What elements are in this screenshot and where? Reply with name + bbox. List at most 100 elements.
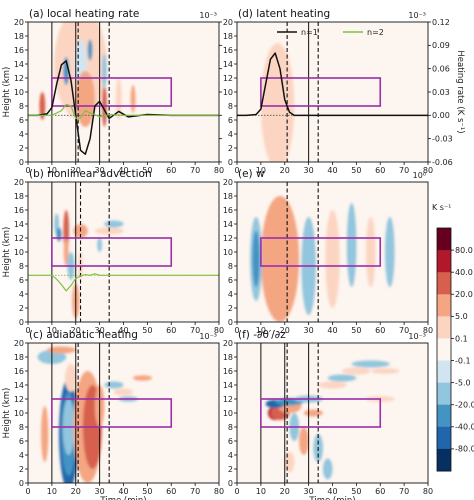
right-tick-label: -0.03 (432, 134, 453, 143)
panel-d: 0 10 20 30 40 50 60 70 80 0 2 4 6 8 10 12 14 16 18 20 (d) la… (223, 8, 465, 175)
y-tick-label: 6 (19, 437, 24, 446)
y-tick-label: 12 (223, 395, 233, 404)
x-tick-label: 40 (118, 487, 128, 496)
shaded-field (37, 346, 153, 483)
right-tick-label: 0.00 (432, 111, 450, 120)
y-tick-label: 14 (223, 60, 233, 69)
y-tick-label: 8 (19, 423, 24, 432)
x-tick-label: 50 (351, 166, 361, 175)
x-tick-label: 30 (304, 487, 314, 496)
panel-a: 0 10 20 30 40 50 60 70 80 0 2 4 6 8 10 12 14 16 18 20 (a) lo… (2, 8, 224, 175)
y-tick-label: 6 (228, 437, 233, 446)
panel-scale: 10⁻³ (199, 11, 217, 20)
y-tick-label: 4 (19, 290, 24, 299)
x-tick-label: 0 (234, 326, 239, 335)
analysis-box (51, 398, 173, 428)
y-tick-label: 18 (223, 32, 233, 41)
y-axis-label: Height (km) (2, 388, 12, 439)
contour-blob (260, 196, 300, 322)
panel-scale: 10⁻³ (199, 332, 217, 341)
contour-blob (299, 427, 309, 455)
x-tick-label: 50 (351, 487, 361, 496)
x-tick-label: 80 (423, 487, 433, 496)
y-tick-label: 20 (223, 339, 233, 348)
contour-blob (104, 381, 124, 389)
right-tick-label: 0.12 (432, 18, 450, 27)
y-tick-label: 6 (19, 276, 24, 285)
contour-blob (303, 409, 323, 417)
contour-blob (318, 381, 347, 389)
x-tick-label: 70 (190, 166, 200, 175)
colorbar-cell (437, 382, 451, 406)
x-tick-label: 50 (142, 166, 152, 175)
x-tick-label: 30 (95, 166, 105, 175)
contour-blob (327, 374, 357, 382)
contour-blob (113, 388, 134, 396)
x-tick-label: 20 (280, 326, 290, 335)
plot-area (237, 343, 428, 483)
contour-blob (342, 367, 371, 375)
series-line-n=2 (28, 103, 219, 120)
x-tick-label: 0 (25, 326, 30, 335)
colorbar-cell (437, 448, 451, 472)
contour-blob (260, 43, 295, 162)
legend-label: n=1 (301, 28, 318, 37)
y-tick-label: 20 (223, 18, 233, 27)
contour-blob (56, 227, 62, 242)
y-tick-label: 16 (223, 206, 233, 215)
y-tick-label: 8 (228, 423, 233, 432)
x-tick-label: 10 (256, 487, 266, 496)
x-tick-label: 40 (327, 326, 337, 335)
contour-blob (104, 220, 124, 228)
contour-blob (284, 451, 295, 473)
x-tick-label: 0 (25, 487, 30, 496)
x-tick-label: 0 (234, 166, 239, 175)
y-tick-label: 20 (14, 339, 24, 348)
shaded-field (250, 196, 395, 322)
y-tick-label: 12 (14, 395, 24, 404)
y-tick-label: 20 (14, 178, 24, 187)
colorbar-tick-label: 5.0 (455, 312, 468, 321)
y-tick-label: 14 (14, 220, 24, 229)
colorbar-tick-label: 20.0 (455, 290, 473, 299)
y-tick-label: 10 (223, 248, 233, 257)
panel-title: (e) w (238, 168, 265, 180)
x-tick-label: 20 (280, 487, 290, 496)
contour-blob (115, 78, 122, 120)
y-tick-label: 8 (19, 102, 24, 111)
contour-blob (63, 238, 69, 266)
y-tick-label: 2 (228, 304, 233, 313)
x-tick-label: 40 (118, 166, 128, 175)
x-tick-label: 80 (423, 326, 433, 335)
y-tick-label: 0 (228, 318, 233, 327)
contour-blob (322, 458, 333, 480)
y-tick-label: 2 (228, 144, 233, 153)
y-tick-label: 16 (223, 367, 233, 376)
y-tick-label: 16 (14, 367, 24, 376)
y-tick-label: 0 (228, 479, 233, 488)
y-tick-label: 0 (19, 479, 24, 488)
colorbar-tick-label: -80.0 (455, 445, 474, 454)
y-tick-label: 6 (19, 116, 24, 125)
contour-blob (102, 53, 107, 89)
y-tick-label: 2 (228, 465, 233, 474)
contour-blob (252, 231, 260, 287)
y-tick-label: 12 (223, 234, 233, 243)
x-tick-label: 60 (166, 487, 176, 496)
contour-blob (97, 238, 103, 252)
x-tick-label: 30 (304, 326, 314, 335)
y-tick-label: 12 (14, 74, 24, 83)
analysis-box (260, 237, 382, 267)
x-tick-label: 70 (190, 326, 200, 335)
x-tick-label: 60 (166, 326, 176, 335)
contour-blob (75, 71, 95, 127)
x-tick-label: 30 (95, 326, 105, 335)
x-tick-label: 30 (304, 166, 314, 175)
y-tick-label: 16 (14, 46, 24, 55)
contour-blob (39, 92, 46, 120)
colorbar-cell (437, 294, 451, 317)
